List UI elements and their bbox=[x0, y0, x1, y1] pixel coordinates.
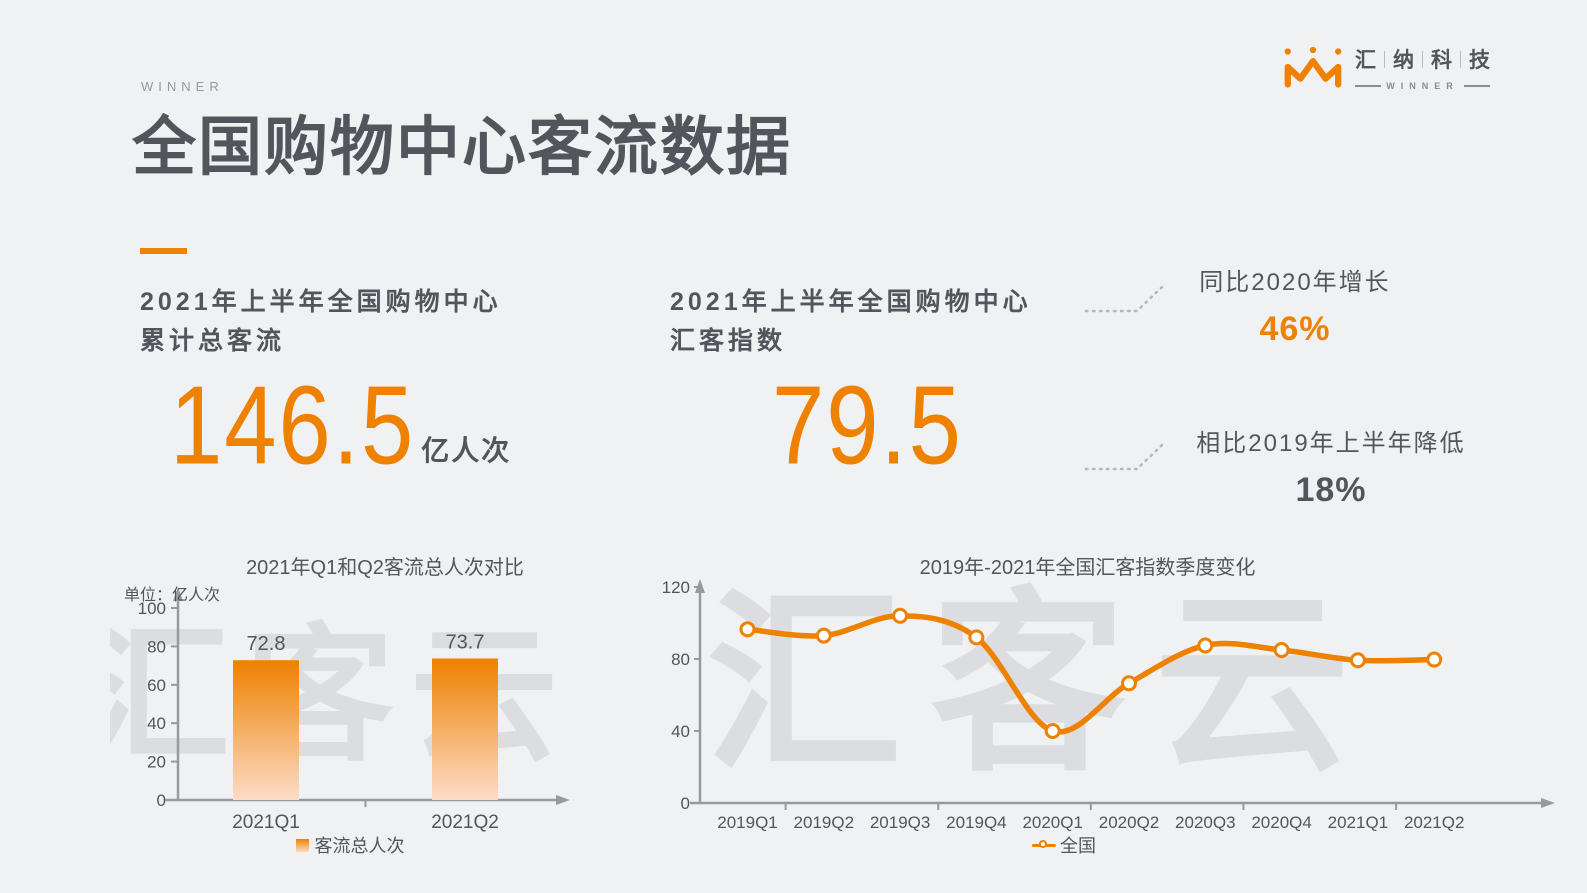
data-point-2021Q2 bbox=[1426, 651, 1443, 668]
data-point-2020Q3 bbox=[1197, 637, 1214, 654]
winner-crown-icon bbox=[1284, 46, 1342, 88]
winner-label: WINNER bbox=[141, 79, 224, 94]
line-legend-marker-icon bbox=[1032, 839, 1056, 851]
line-category-label: 2021Q2 bbox=[1404, 813, 1465, 832]
bar-chart-axes: 0 20 40 60 80 100 bbox=[138, 587, 570, 810]
line-category-label: 2021Q1 bbox=[1328, 813, 1389, 832]
bar-value-label: 72.8 bbox=[247, 633, 286, 655]
svg-text:0: 0 bbox=[157, 791, 166, 810]
divider bbox=[1355, 85, 1382, 87]
annotation-value: 18% bbox=[1295, 471, 1367, 509]
line-category-label: 2020Q2 bbox=[1099, 813, 1160, 832]
annotation-value: 46% bbox=[1259, 310, 1331, 348]
stat-heading-line: 2021年上半年全国购物中心 bbox=[670, 288, 1032, 316]
leader-line-2 bbox=[1084, 443, 1164, 471]
brand-logo-text: 汇纳科技 WINNER bbox=[1355, 38, 1490, 91]
accent-dash bbox=[140, 248, 187, 254]
bar-chart-legend: 客流总人次 bbox=[110, 832, 590, 858]
series-line bbox=[744, 613, 1437, 735]
brand-subtitle-text: WINNER bbox=[1386, 81, 1459, 91]
svg-text:100: 100 bbox=[138, 599, 166, 618]
leader-line-1 bbox=[1084, 285, 1164, 313]
line-category-label: 2019Q3 bbox=[870, 813, 931, 832]
data-point-2020Q1 bbox=[1044, 723, 1061, 739]
data-point-2019Q4 bbox=[968, 629, 985, 646]
bar-2021Q1 bbox=[233, 660, 299, 800]
svg-text:0: 0 bbox=[681, 794, 690, 813]
svg-text:40: 40 bbox=[147, 714, 166, 733]
line-chart-title: 2019年-2021年全国汇客指数季度变化 bbox=[919, 557, 1256, 579]
svg-text:80: 80 bbox=[671, 650, 690, 669]
brand-char: 科 bbox=[1431, 49, 1452, 72]
line-category-label: 2019Q1 bbox=[717, 813, 778, 832]
svg-text:40: 40 bbox=[671, 722, 690, 741]
brand-logo: 汇纳科技 WINNER bbox=[1281, 38, 1490, 96]
bar-chart-title: 2021年Q1和Q2客流总人次对比 bbox=[246, 557, 524, 579]
bar-legend-label: 客流总人次 bbox=[314, 836, 405, 856]
line-chart-series bbox=[739, 607, 1443, 739]
stat-heading-line: 2021年上半年全国购物中心 bbox=[140, 288, 502, 316]
brand-char: 纳 bbox=[1393, 49, 1414, 72]
stat-heading-total-traffic: 2021年上半年全国购物中心 累计总客流 bbox=[140, 283, 502, 361]
divider bbox=[1463, 85, 1490, 87]
bar-chart-panel: 汇客云 2021年Q1和Q2客流总人次对比 单位：亿人次 0 20 40 60 80 10… bbox=[110, 535, 590, 865]
svg-text:120: 120 bbox=[662, 578, 690, 597]
bar-chart-canvas: 0 20 40 60 80 100 72.8 2021Q1 73.7 2021Q2 bbox=[138, 587, 570, 833]
line-category-label: 2020Q1 bbox=[1022, 813, 1082, 832]
index-value: 79.5 bbox=[772, 363, 963, 487]
svg-text:20: 20 bbox=[147, 753, 166, 772]
total-traffic-value: 146.5 bbox=[170, 363, 416, 487]
data-point-2019Q1 bbox=[739, 621, 756, 638]
divider bbox=[1460, 50, 1461, 68]
total-traffic-unit: 亿人次 bbox=[421, 435, 512, 466]
line-legend-label: 全国 bbox=[1060, 836, 1096, 856]
line-category-label: 2020Q3 bbox=[1175, 813, 1236, 832]
stat-value-total-traffic: 146.5 亿人次 bbox=[170, 370, 512, 481]
divider bbox=[1384, 50, 1385, 68]
data-point-2019Q3 bbox=[892, 607, 909, 624]
data-point-2020Q4 bbox=[1273, 642, 1290, 658]
line-chart-axes: 0 40 80 120 2019Q1 2019Q2 2019Q3 2019Q4 2020Q1 20… bbox=[662, 578, 1555, 832]
annotation-yoy-growth: 同比2020年增长 46% bbox=[1173, 262, 1417, 349]
watermark-text: 汇客云 bbox=[706, 575, 1379, 794]
bar-chart-bars: 72.8 2021Q1 73.7 2021Q2 bbox=[232, 631, 499, 833]
bar-category-label: 2021Q1 bbox=[232, 812, 300, 833]
bar-value-label: 73.7 bbox=[446, 631, 485, 653]
data-point-2020Q2 bbox=[1121, 675, 1137, 692]
line-chart-panel: 汇客云 2019年-2021年全国汇客指数季度变化 0 40 80 120 2019Q1… bbox=[650, 535, 1565, 865]
bar-chart-unit-label: 单位：亿人次 bbox=[124, 587, 221, 604]
bar-category-label: 2021Q2 bbox=[431, 812, 499, 833]
divider bbox=[1422, 50, 1423, 68]
svg-text:80: 80 bbox=[147, 637, 166, 656]
line-chart-canvas: 0 40 80 120 2019Q1 2019Q2 2019Q3 2019Q4 2020Q1 20… bbox=[662, 578, 1555, 832]
line-category-label: 2019Q4 bbox=[946, 813, 1007, 832]
annotation-vs-2019: 相比2019年上半年降低 18% bbox=[1166, 423, 1496, 510]
data-point-2019Q2 bbox=[815, 627, 832, 644]
stat-value-index: 79.5 bbox=[772, 370, 963, 481]
stat-heading-line: 累计总客流 bbox=[140, 327, 286, 355]
annotation-label: 相比2019年上半年降低 bbox=[1196, 430, 1466, 457]
stat-heading-index: 2021年上半年全国购物中心 汇客指数 bbox=[670, 283, 1032, 361]
brand-char: 汇 bbox=[1355, 49, 1376, 72]
annotation-label: 同比2020年增长 bbox=[1199, 269, 1391, 296]
page-title: 全国购物中心客流数据 bbox=[132, 111, 792, 183]
svg-text:60: 60 bbox=[147, 676, 166, 695]
stat-heading-line: 汇客指数 bbox=[670, 327, 787, 355]
brand-char: 技 bbox=[1469, 49, 1490, 72]
brand-name: 汇纳科技 bbox=[1355, 44, 1490, 74]
data-point-2021Q1 bbox=[1349, 652, 1366, 669]
brand-subtitle: WINNER bbox=[1355, 81, 1490, 91]
line-category-label: 2019Q2 bbox=[794, 813, 855, 832]
bar-2021Q2 bbox=[432, 658, 498, 800]
bar-legend-swatch-icon bbox=[295, 838, 309, 852]
line-category-label: 2020Q4 bbox=[1251, 813, 1312, 832]
line-chart-legend: 全国 bbox=[650, 832, 1478, 858]
